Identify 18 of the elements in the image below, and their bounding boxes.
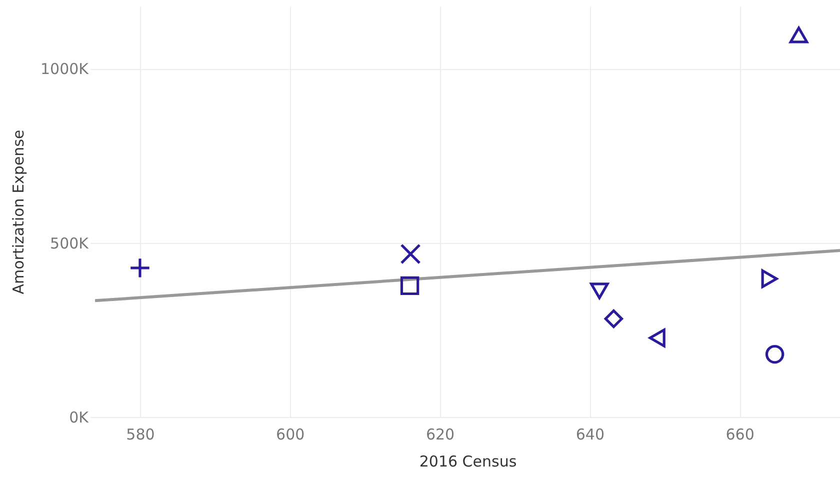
point <box>604 309 624 328</box>
y-axis-title: Amortization Expense <box>9 130 28 294</box>
y-tick-label: 0K <box>69 408 90 426</box>
y-tick-label: 500K <box>50 234 90 252</box>
y-tick-label: 1000K <box>40 60 90 78</box>
x-tick-label: 660 <box>726 426 754 444</box>
x-axis-title: 2016 Census <box>419 452 517 470</box>
x-tick-label: 620 <box>426 426 455 444</box>
x-tick-label: 580 <box>126 426 155 444</box>
x-tick-label: 600 <box>276 426 305 444</box>
point <box>765 344 784 364</box>
point <box>761 269 778 288</box>
point <box>590 282 609 300</box>
point <box>400 276 420 296</box>
point <box>401 244 420 264</box>
point <box>648 328 666 348</box>
point <box>789 26 808 44</box>
x-tick-label: 640 <box>576 426 604 444</box>
